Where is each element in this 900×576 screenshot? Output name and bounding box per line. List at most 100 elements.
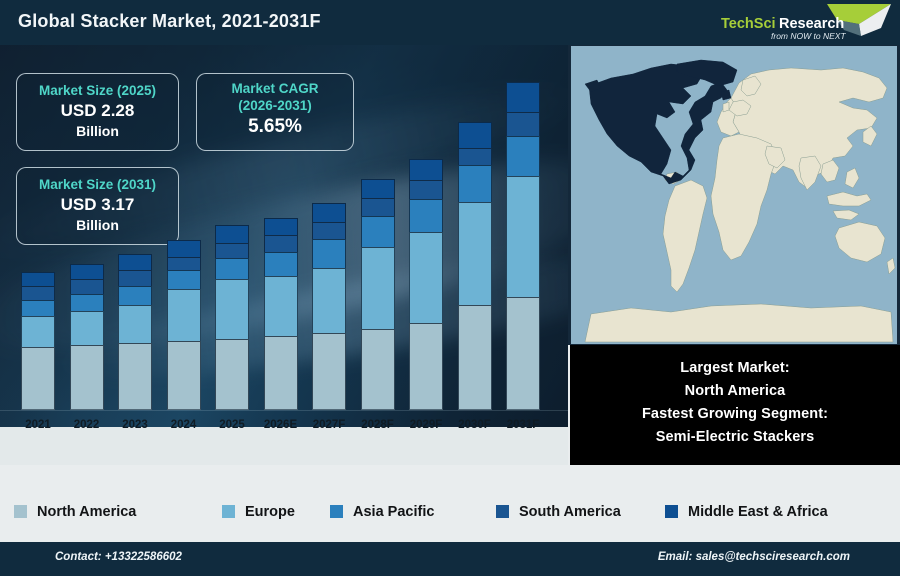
bar-segment-south-america xyxy=(409,179,443,200)
bar-segment-middle-east-africa xyxy=(312,203,346,223)
world-map-panel xyxy=(568,45,900,345)
x-axis-labels: 2021 2022 2023 2024 2025 2026E 2027F 2028F 2029F… xyxy=(0,419,568,441)
kpi-title: Market CAGR xyxy=(231,81,319,96)
bar-segment-north-america xyxy=(166,341,201,410)
kpi-value: 5.65% xyxy=(248,115,302,137)
bar-segment-asia-pacific xyxy=(69,293,104,312)
footer-email: Email: sales@techsciresearch.com xyxy=(657,551,850,563)
x-axis-label-2028F: 2028F xyxy=(361,419,394,431)
bar-segment-middle-east-africa xyxy=(360,178,395,199)
bar-segment-north-america xyxy=(21,347,55,410)
bar-segment-south-america xyxy=(215,242,249,258)
bar-segment-north-america xyxy=(506,296,540,410)
stacked-bar-chart: 2021 2022 2023 2024 2025 2026E 2027F 2028F 2029F… xyxy=(0,45,568,465)
legend-item-asia-pacific[interactable]: Asia Pacific xyxy=(330,489,434,534)
bar-segment-middle-east-africa xyxy=(409,158,443,180)
bar-segment-middle-east-africa xyxy=(457,122,492,148)
legend-item-south-america[interactable]: South America xyxy=(496,489,621,534)
kpi-title: Market Size (2025) xyxy=(38,83,157,98)
bar-segment-europe xyxy=(263,275,298,337)
bar-segment-middle-east-africa xyxy=(21,271,55,286)
bar-segment-asia-pacific xyxy=(215,257,249,279)
bar-2021 xyxy=(21,271,55,410)
bar-segment-asia-pacific xyxy=(312,239,346,268)
bar-segment-south-america xyxy=(263,235,298,252)
bar-2024 xyxy=(166,240,201,410)
x-axis-label-2029F: 2029F xyxy=(409,419,443,431)
bar-segment-south-america xyxy=(457,147,492,165)
bar-2023 xyxy=(118,253,152,410)
bar-segment-europe xyxy=(215,278,249,340)
bar-segment-asia-pacific xyxy=(457,164,492,203)
x-axis-label-2021: 2021 xyxy=(25,419,51,431)
bar-segment-north-america xyxy=(457,305,492,410)
kpi-unit: Billion xyxy=(76,122,119,139)
bar-2025 xyxy=(215,225,249,410)
x-axis-band xyxy=(0,427,568,465)
x-axis-label-2031F: 2031F xyxy=(506,419,540,431)
bar-segment-europe xyxy=(312,267,346,334)
bar-segment-north-america xyxy=(312,333,346,410)
legend-label: Middle East & Africa xyxy=(688,503,828,520)
kpi-card-market-cagr: Market CAGR (2026-2031) 5.65% xyxy=(196,73,354,151)
x-axis-label-2026E: 2026E xyxy=(263,419,298,431)
largest-market-value: North America xyxy=(684,382,786,399)
bar-segment-middle-east-africa xyxy=(263,218,298,236)
x-axis-label-2025: 2025 xyxy=(219,419,245,431)
kpi-value: USD 2.28 xyxy=(60,100,135,120)
bar-series-container xyxy=(0,45,568,465)
bar-2022 xyxy=(69,263,104,410)
bar-2026E xyxy=(263,218,298,410)
bar-segment-north-america xyxy=(409,323,443,410)
x-axis-label-2024: 2024 xyxy=(170,419,197,431)
bar-segment-europe xyxy=(506,175,540,297)
techsci-research-logo: TechSci Research from NOW to NEXT xyxy=(709,2,894,44)
legend-label: South America xyxy=(519,503,621,520)
bar-segment-north-america xyxy=(118,343,152,410)
key-insights-callout: Largest Market: North America Fastest Gr… xyxy=(570,345,900,465)
bar-segment-asia-pacific xyxy=(263,251,298,276)
bar-segment-europe xyxy=(409,232,443,324)
bar-segment-middle-east-africa xyxy=(118,253,152,270)
bar-segment-south-america xyxy=(360,198,395,217)
legend-swatch xyxy=(14,505,27,518)
bar-segment-south-america xyxy=(21,285,55,301)
bar-segment-asia-pacific xyxy=(409,199,443,233)
svg-text:TechSci: TechSci xyxy=(721,16,776,32)
kpi-unit: Billion xyxy=(76,216,119,233)
svg-text:from NOW to NEXT: from NOW to NEXT xyxy=(771,31,846,41)
legend-item-north-america[interactable]: North America xyxy=(14,489,136,534)
bar-segment-europe xyxy=(360,246,395,330)
svg-text:Research: Research xyxy=(779,16,844,32)
bar-2031F xyxy=(506,82,540,410)
legend-item-europe[interactable]: Europe xyxy=(222,489,295,534)
bar-segment-europe xyxy=(457,202,492,306)
x-axis-label-2030F: 2030F xyxy=(458,419,491,431)
x-axis-label-2027F: 2027F xyxy=(312,419,346,431)
legend-swatch xyxy=(330,505,343,518)
bar-segment-south-america xyxy=(312,222,346,240)
bar-segment-north-america xyxy=(263,336,298,410)
bar-segment-north-america xyxy=(360,329,395,410)
world-map xyxy=(571,46,897,344)
bar-segment-europe xyxy=(166,288,201,342)
bar-segment-middle-east-africa xyxy=(166,240,201,257)
bar-segment-asia-pacific xyxy=(118,285,152,306)
footer-bar: Contact: +13322586602 Email: sales@techs… xyxy=(0,542,900,576)
bar-segment-south-america xyxy=(506,112,540,136)
x-axis-label-2023: 2023 xyxy=(122,419,148,431)
bar-2028F xyxy=(360,178,395,410)
bar-2027F xyxy=(312,203,346,410)
legend-swatch xyxy=(665,505,678,518)
kpi-card-market-size-2031: Market Size (2031) USD 3.17 Billion xyxy=(16,167,179,245)
bar-segment-europe xyxy=(69,311,104,346)
bar-segment-europe xyxy=(21,316,55,348)
legend-label: Asia Pacific xyxy=(353,503,435,520)
fastest-segment-label: Fastest Growing Segment: xyxy=(641,405,829,422)
legend-item-middle-east-africa[interactable]: Middle East & Africa xyxy=(665,489,828,534)
bar-segment-asia-pacific xyxy=(21,300,55,317)
legend-swatch xyxy=(222,505,235,518)
page-title: Global Stacker Market, 2021-2031F xyxy=(18,11,321,31)
kpi-card-market-size-2025: Market Size (2025) USD 2.28 Billion xyxy=(16,73,179,151)
